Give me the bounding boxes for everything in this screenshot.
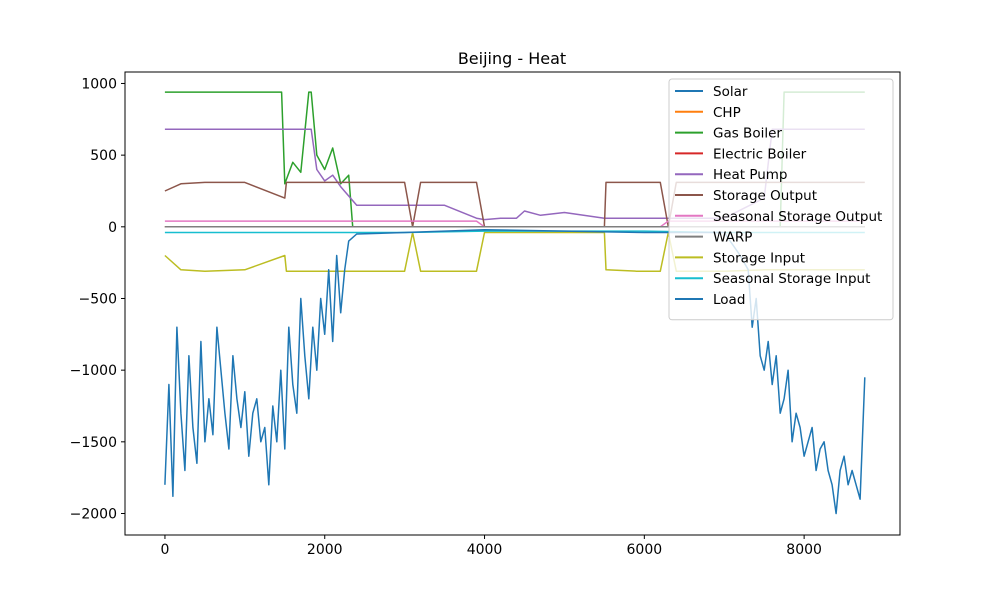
- y-tick-label: −2000: [70, 506, 117, 522]
- legend: Solar CHP Gas Boiler Electric Boiler Heat Pu…: [668, 78, 894, 321]
- legend-label: Electric Boiler: [713, 146, 807, 162]
- y-tick-label: −500: [79, 291, 117, 307]
- axes-frame: [124, 71, 901, 536]
- x-tick-label: 4000: [467, 542, 503, 558]
- legend-label: Load: [713, 292, 745, 308]
- x-axis-ticks: 0 2000 4000 6000 8000: [160, 535, 822, 558]
- y-tick-label: 500: [90, 148, 117, 164]
- legend-label: CHP: [713, 105, 741, 121]
- x-tick-label: 0: [160, 542, 169, 558]
- y-tick-label: 0: [108, 220, 117, 236]
- legend-label: Seasonal Storage Input: [713, 271, 870, 287]
- y-tick-label: −1000: [70, 363, 117, 379]
- y-tick-label: 1000: [81, 76, 117, 92]
- x-tick-label: 8000: [786, 542, 822, 558]
- legend-label: Gas Boiler: [713, 126, 782, 142]
- chart-title: Beijing - Heat: [458, 49, 566, 68]
- legend-label: Storage Input: [713, 250, 805, 266]
- legend-box: [668, 78, 894, 321]
- legend-label: Heat Pump: [713, 167, 788, 183]
- x-tick-label: 6000: [627, 542, 663, 558]
- series-line-load: [164, 228, 866, 515]
- x-tick-label: 2000: [307, 542, 343, 558]
- y-axis-ticks: 1000 500 0 −500 −1000 −1500 −2000: [70, 76, 125, 522]
- legend-label: WARP: [713, 230, 752, 246]
- legend-label: Seasonal Storage Output: [713, 209, 882, 225]
- legend-label: Storage Output: [713, 188, 817, 204]
- legend-label: Solar: [713, 84, 748, 100]
- y-tick-label: −1500: [70, 435, 117, 451]
